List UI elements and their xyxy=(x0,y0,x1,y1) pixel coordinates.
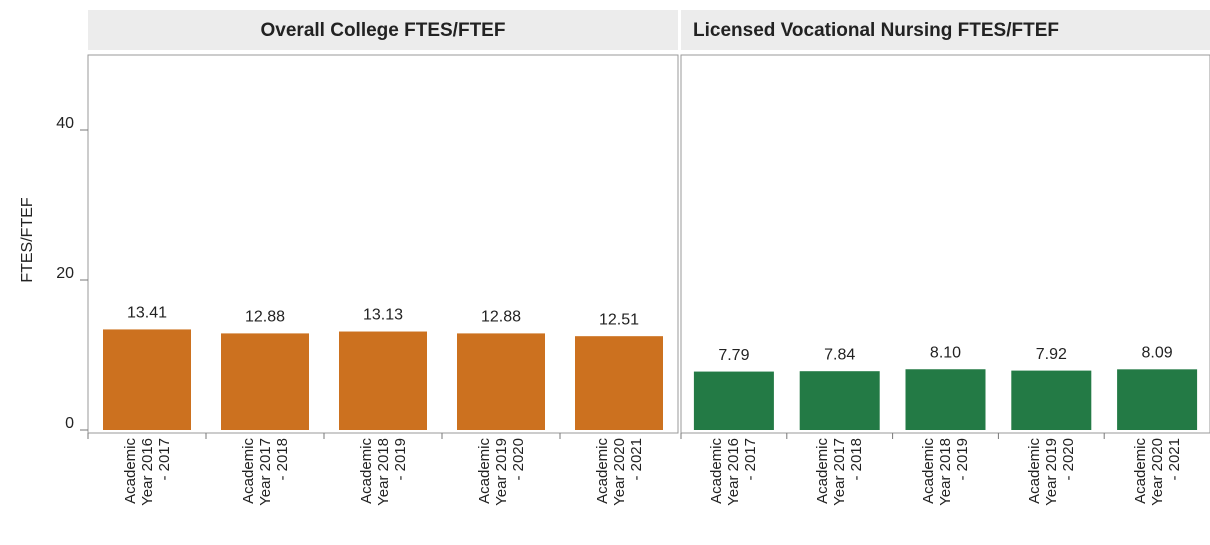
x-tick-label: Academic Year 2019 - 2020 xyxy=(475,438,527,506)
value-label: 7.79 xyxy=(718,347,749,364)
bar xyxy=(103,329,191,430)
value-label: 12.88 xyxy=(245,309,285,326)
x-tick-label: Academic Year 2018 - 2019 xyxy=(357,438,409,506)
bar xyxy=(221,333,309,430)
x-tick-label: Academic Year 2017 - 2018 xyxy=(239,438,291,506)
panel-title: Licensed Vocational Nursing FTES/FTEF xyxy=(693,20,1059,41)
value-label: 12.51 xyxy=(599,311,639,328)
x-tick-label: Academic Year 2016 - 2017 xyxy=(708,438,760,506)
y-tick-label: 40 xyxy=(56,115,74,132)
value-label: 7.84 xyxy=(824,346,855,363)
x-tick-label: Academic Year 2017 - 2018 xyxy=(814,438,866,506)
y-tick-label: 20 xyxy=(56,265,74,282)
panel-title: Overall College FTES/FTEF xyxy=(261,20,506,41)
bar xyxy=(1117,369,1198,430)
bar xyxy=(575,336,663,430)
panel-frame xyxy=(680,54,1210,434)
bar xyxy=(1011,370,1092,430)
x-tick-label: Academic Year 2019 - 2020 xyxy=(1025,438,1077,506)
header-band xyxy=(88,10,678,50)
value-label: 13.13 xyxy=(363,307,403,324)
panel-frame xyxy=(87,54,679,434)
y-axis-label: FTES/FTEF xyxy=(19,197,36,283)
bar xyxy=(339,331,427,430)
header-band xyxy=(681,10,1210,50)
value-label: 12.88 xyxy=(481,309,521,326)
bar xyxy=(457,333,545,430)
value-label: 8.10 xyxy=(930,344,961,361)
bar xyxy=(905,369,986,430)
x-tick-label: Academic Year 2020 - 2021 xyxy=(1131,438,1183,506)
x-tick-label: Academic Year 2016 - 2017 xyxy=(121,438,173,506)
value-label: 7.92 xyxy=(1036,346,1067,363)
y-tick-label: 0 xyxy=(65,415,74,432)
value-label: 8.09 xyxy=(1142,345,1173,362)
bar xyxy=(693,371,774,430)
x-tick-label: Academic Year 2020 - 2021 xyxy=(593,438,645,506)
bar xyxy=(799,371,880,430)
value-label: 13.41 xyxy=(127,305,167,322)
x-tick-label: Academic Year 2018 - 2019 xyxy=(920,438,971,506)
